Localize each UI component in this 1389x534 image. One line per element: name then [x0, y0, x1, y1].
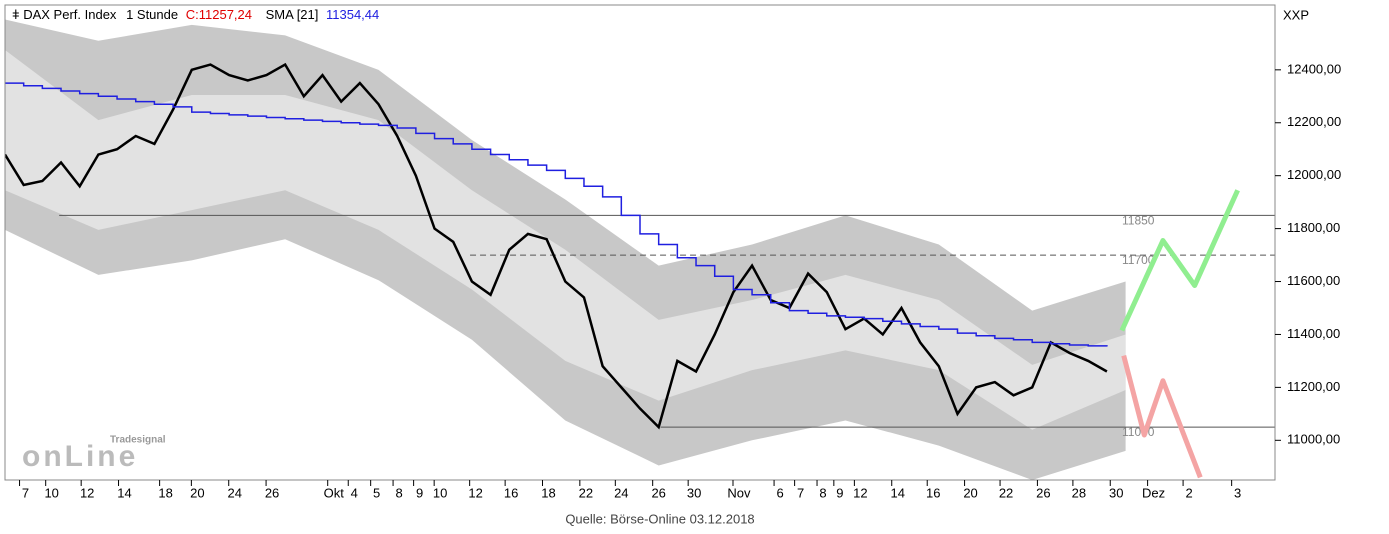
projection — [1119, 189, 1240, 332]
x-tick-label: 12 — [853, 485, 867, 500]
band — [5, 49, 1126, 430]
title: DAX Perf. Index — [23, 7, 117, 22]
x-tick-label: 24 — [227, 485, 241, 500]
legend: ǂ DAX Perf. Index 1 Stunde C:11257,24 SM… — [12, 7, 379, 22]
series-line — [5, 62, 1108, 430]
x-tick-label: 8 — [395, 485, 402, 500]
x-tick-label: 6 — [776, 485, 783, 500]
x-tick-label: 10 — [44, 485, 58, 500]
y-tick-label: 11000,00 — [1287, 432, 1340, 447]
y-tick-label: 11200,00 — [1287, 379, 1340, 394]
x-tick-label: 9 — [836, 485, 843, 500]
x-tick-label: 16 — [504, 485, 518, 500]
level-label: 11700 — [1122, 253, 1155, 267]
close-label: C:11257,24 — [186, 7, 252, 22]
x-tick-label: 9 — [416, 485, 423, 500]
x-tick-label: 20 — [963, 485, 977, 500]
plot: 11850 11700 11050 — [5, 19, 1275, 480]
y-tick-label: 12200,00 — [1287, 114, 1341, 129]
x-tick-label: 3 — [1234, 485, 1241, 500]
title: ǂ — [12, 7, 23, 22]
y-tick-label: 12000,00 — [1287, 167, 1341, 182]
watermark: Tradesignal — [110, 435, 166, 446]
indicator-label: SMA [21] — [266, 7, 319, 22]
x-tick-label: Nov — [727, 485, 751, 500]
x-tick-label: 28 — [1072, 485, 1086, 500]
y-tick-label: 11800,00 — [1287, 220, 1340, 235]
x-tick-label: 8 — [819, 485, 826, 500]
x-tick-label: 10 — [433, 485, 447, 500]
level-label: 11850 — [1122, 214, 1155, 228]
x-tick-label: Okt — [324, 485, 345, 500]
indicator-value: 11354,44 — [326, 7, 379, 22]
series-line — [5, 82, 1108, 347]
x-tick-label: 7 — [797, 485, 804, 500]
x-tick-label: 18 — [158, 485, 172, 500]
level-label: 11050 — [1122, 425, 1155, 439]
projection — [1121, 355, 1203, 479]
x-tick-label: 12 — [80, 485, 94, 500]
y-axis-label: XXP — [1283, 7, 1309, 22]
y-tick-label: 11600,00 — [1287, 273, 1340, 288]
watermark: onLine — [22, 440, 138, 473]
x-tick-label: 7 — [22, 485, 29, 500]
plot-border — [4, 4, 1276, 481]
x-tick-label: 18 — [541, 485, 555, 500]
x-tick-label: 26 — [265, 485, 279, 500]
y-tick-label: 12400,00 — [1287, 61, 1341, 76]
x-tick-label: 22 — [999, 485, 1013, 500]
x-tick-label: 2 — [1185, 485, 1192, 500]
x-tick-label: 14 — [891, 485, 905, 500]
x-tick-label: 5 — [373, 485, 380, 500]
x-tick-label: 4 — [351, 485, 358, 500]
interval: 1 Stunde — [126, 7, 178, 22]
x-tick-label: Dez — [1142, 485, 1165, 500]
x-tick-label: 12 — [468, 485, 482, 500]
x-tick-label: 14 — [117, 485, 131, 500]
x-tick-label: 20 — [190, 485, 204, 500]
x-tick-label: 16 — [926, 485, 940, 500]
y-tick-label: 11400,00 — [1287, 326, 1340, 341]
x-tick-label: 26 — [1036, 485, 1050, 500]
x-tick-label: 24 — [614, 485, 628, 500]
x-tick-label: 30 — [687, 485, 701, 500]
x-tick-label: 26 — [651, 485, 665, 500]
source: Quelle: Börse-Online 03.12.2018 — [565, 511, 754, 526]
x-tick-label: 30 — [1109, 485, 1123, 500]
x-tick-label: 22 — [579, 485, 593, 500]
